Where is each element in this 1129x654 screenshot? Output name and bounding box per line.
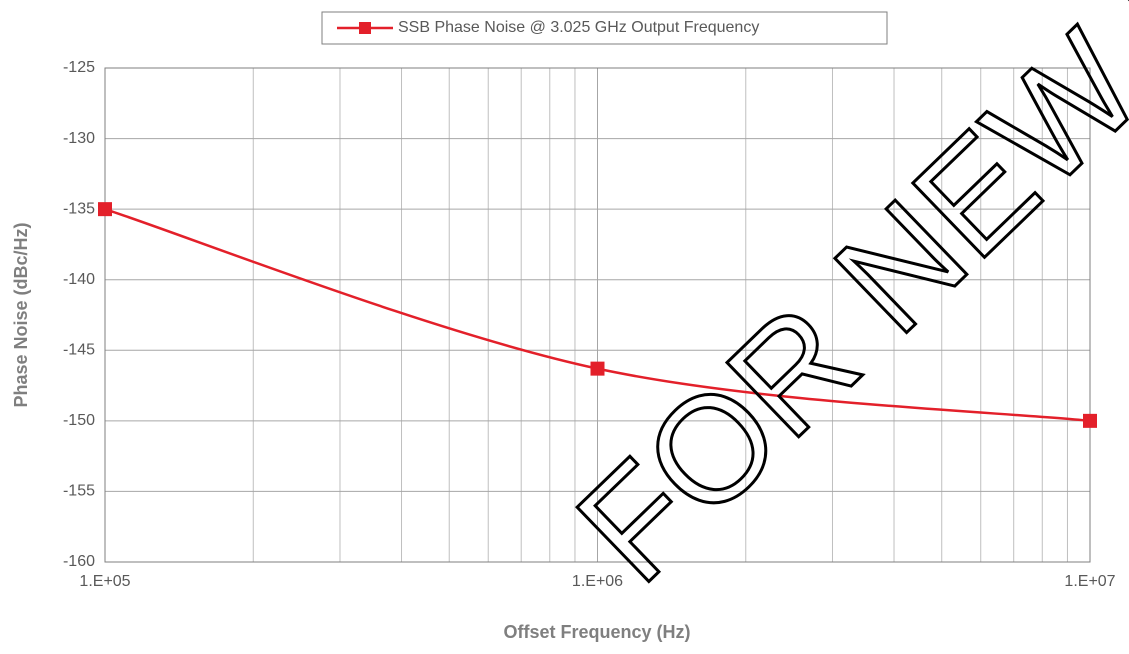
y-tick-label: -125 [63, 59, 95, 76]
y-tick-label: -135 [63, 200, 95, 217]
y-tick-label: -155 [63, 483, 95, 500]
x-tick-label: 1.E+07 [1064, 573, 1115, 590]
plot-frame [104, 67, 1091, 563]
y-tick-label: -145 [63, 342, 95, 359]
x-tick-label: 1.E+06 [572, 573, 623, 590]
x-axis-label: Offset Frequency (Hz) [503, 622, 690, 642]
y-tick-label: -150 [63, 412, 95, 429]
y-tick-label: -130 [63, 130, 95, 147]
legend-marker [359, 22, 371, 34]
marker [98, 202, 112, 217]
y-axis-label: Phase Noise (dBc/Hz) [11, 222, 31, 407]
legend-box [321, 11, 888, 45]
marker [590, 361, 605, 376]
legend-label: SSB Phase Noise @ 3.025 GHz Output Frequ… [398, 19, 759, 36]
x-tick-label: 1.E+05 [79, 573, 130, 590]
y-tick-label: -140 [63, 271, 95, 288]
y-tick-label: -160 [63, 553, 95, 570]
marker [1083, 413, 1097, 428]
